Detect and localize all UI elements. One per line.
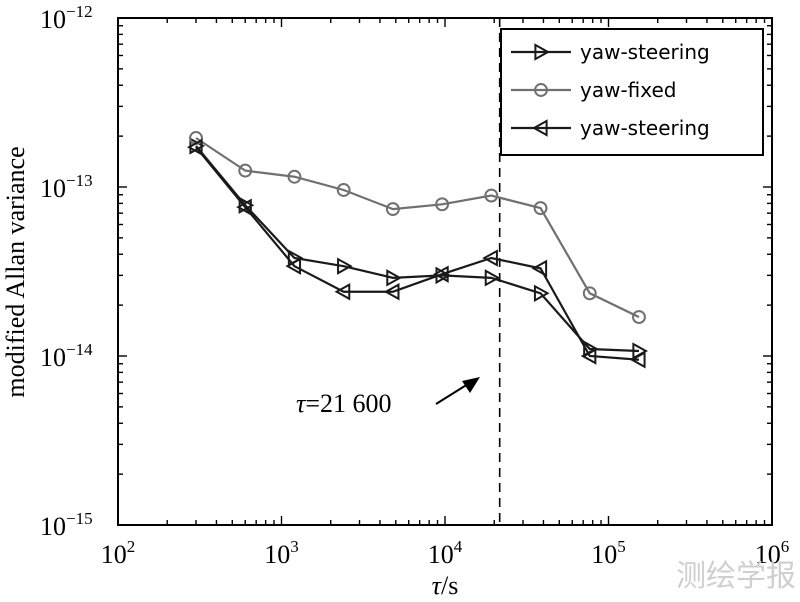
data-point-triangle-left	[531, 119, 548, 137]
y-axis-title: modified Allan variance	[1, 146, 30, 397]
ticks	[118, 18, 772, 525]
legend: yaw-steering yaw-fixed yaw-steering	[500, 28, 764, 156]
watermark: 测绘学报	[676, 559, 796, 594]
legend-item: yaw-steering	[511, 40, 710, 64]
legend-label: yaw-steering	[580, 116, 710, 140]
data-point-triangle-right	[484, 269, 501, 287]
data-point-triangle-right	[386, 269, 402, 287]
data-point-triangle-left	[383, 283, 400, 301]
x-tick-label: 102	[101, 537, 136, 569]
legend-label: yaw-fixed	[580, 78, 676, 102]
legend-label: yaw-steering	[580, 40, 710, 64]
data-point-circle	[385, 202, 400, 217]
x-axis-title-unit: /s	[441, 571, 458, 600]
data-point-circle	[534, 83, 548, 97]
data-point-triangle-left	[285, 257, 302, 275]
data-point-triangle-right	[534, 43, 551, 61]
annotation-arrowhead	[462, 377, 480, 393]
x-tick-label: 103	[264, 537, 299, 569]
legend-items: yaw-steering yaw-fixed yaw-steering	[511, 40, 710, 140]
annotation-var: τ	[296, 389, 307, 418]
y-tick-label: 10−13	[40, 171, 93, 203]
data-point-triangle-left	[433, 265, 449, 283]
annotation-text: =21 600	[305, 389, 391, 418]
data-point-triangle-left	[580, 347, 597, 365]
x-axis-title: τ/s	[432, 571, 459, 600]
series-line	[195, 137, 640, 319]
y-tick-label: 10−15	[40, 509, 93, 541]
series-2	[189, 131, 646, 325]
data-point-triangle-left	[186, 138, 203, 156]
series-line	[195, 145, 640, 353]
y-tick-label: 10−14	[40, 340, 93, 372]
data-point-circle	[632, 310, 646, 325]
legend-item: yaw-fixed	[511, 78, 676, 102]
y-tick-label: 10−12	[40, 2, 93, 34]
annotation-label: τ=21 600	[296, 389, 391, 418]
data-point-circle	[533, 201, 548, 216]
x-axis-title-var: τ	[432, 571, 443, 600]
x-tick-label: 106	[755, 537, 790, 569]
series-line	[195, 146, 640, 361]
tick-labels: 102 103 104 105 106 10−12 10−13 10−14 10−15	[40, 2, 789, 569]
series-3	[186, 138, 646, 369]
data-point-triangle-left	[531, 259, 548, 278]
data-point-circle	[238, 163, 253, 178]
data-point-triangle-left	[236, 198, 252, 216]
data-point-circle	[287, 169, 302, 184]
data-point-triangle-left	[482, 249, 498, 267]
data-point-triangle-left	[629, 351, 646, 369]
data-point-circle	[582, 286, 597, 301]
annotation-arrow-shaft	[435, 383, 469, 405]
data-point-triangle-right	[337, 257, 353, 275]
x-tick-label: 104	[428, 537, 463, 569]
data-point-circle	[435, 197, 450, 212]
x-tick-label: 105	[591, 537, 626, 569]
series-layer	[186, 131, 649, 369]
data-point-circle	[336, 183, 351, 197]
data-point-triangle-left	[334, 283, 351, 301]
data-point-circle	[484, 188, 499, 203]
legend-item: yaw-steering	[511, 116, 710, 140]
data-point-triangle-right	[533, 284, 550, 302]
